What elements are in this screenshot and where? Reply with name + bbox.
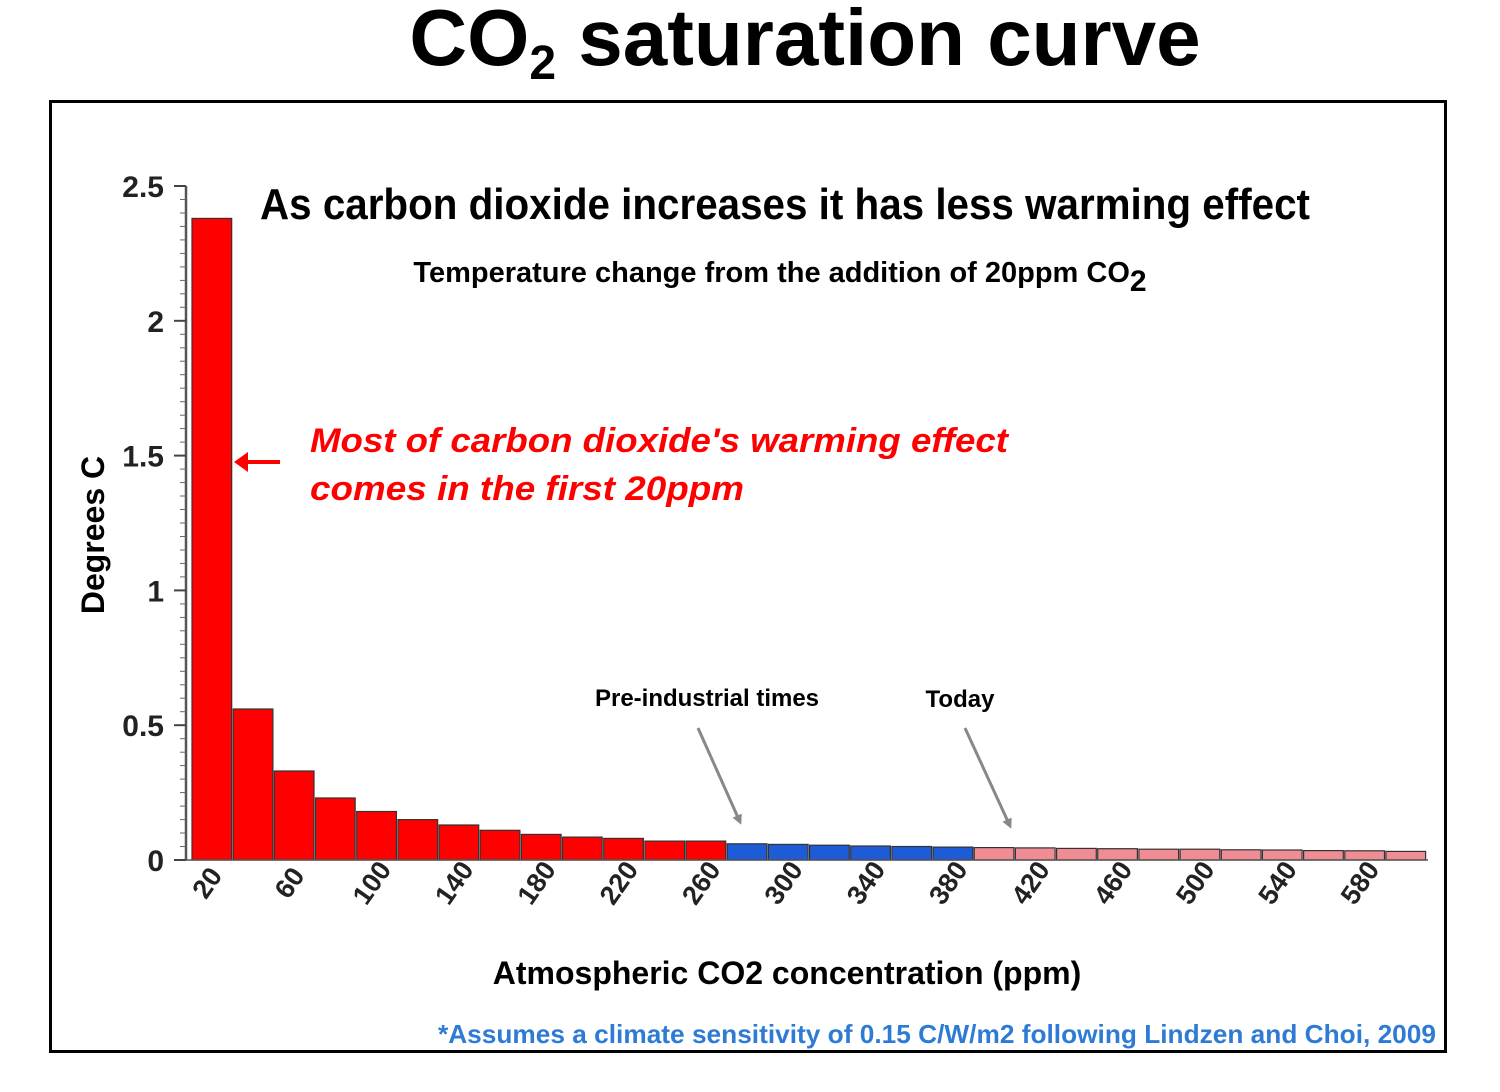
chart-title: As carbon dioxide increases it has less … xyxy=(260,180,1310,229)
chart-subtitle: Temperature change from the addition of … xyxy=(413,257,1146,298)
y-axis-label: Degrees C xyxy=(75,456,111,614)
bar xyxy=(808,844,850,861)
bar xyxy=(891,845,933,861)
x-tick-label: 540 xyxy=(1253,856,1303,910)
bar xyxy=(1179,848,1221,861)
chart-subtitle-text: Temperature change from the addition of … xyxy=(413,257,1130,289)
title-subscript: 2 xyxy=(529,37,557,90)
bar xyxy=(932,846,974,861)
preindustrial-arrow-icon xyxy=(696,727,742,825)
y-tick-label: 0.5 xyxy=(122,710,164,743)
bar xyxy=(232,708,274,861)
x-tick-label: 220 xyxy=(594,856,644,910)
x-ticks-group: 20 60 100 140 180 220 260 300 340 380 420 460 500 540… xyxy=(186,856,1385,910)
bar xyxy=(479,829,521,861)
y-ticks-group: 0 0.5 1 1.5 2 2.5 xyxy=(122,171,186,878)
bars-group xyxy=(191,217,1427,861)
page-title: CO2 saturation curve xyxy=(0,0,1500,91)
bar xyxy=(1055,847,1097,861)
bar xyxy=(191,217,233,861)
bar xyxy=(356,810,398,861)
x-tick-label: 100 xyxy=(347,856,397,910)
bar xyxy=(561,836,603,861)
bar xyxy=(603,837,645,861)
bar xyxy=(273,770,315,861)
bar xyxy=(973,846,1015,861)
red-arrow-icon xyxy=(234,452,280,472)
annotation-most-effect-line1: Most of carbon dioxide's warming effect xyxy=(310,422,1010,460)
x-tick-label: 340 xyxy=(841,856,891,910)
bar xyxy=(1220,849,1262,861)
bar xyxy=(314,797,356,861)
x-tick-label: 20 xyxy=(186,862,228,904)
bar xyxy=(438,824,480,861)
bar xyxy=(685,840,727,861)
bar xyxy=(1014,847,1056,861)
bar xyxy=(767,843,809,861)
x-tick-label: 300 xyxy=(758,856,808,910)
annotation-most-effect-line2: comes in the first 20ppm xyxy=(310,470,744,508)
x-tick-label: 420 xyxy=(1005,856,1055,910)
y-tick-label: 1.5 xyxy=(122,441,164,474)
bar xyxy=(1138,848,1180,861)
y-tick-label: 1 xyxy=(147,575,164,608)
title-rest: saturation curve xyxy=(556,0,1201,82)
y-tick-label: 0 xyxy=(147,845,164,878)
annotation-preindustrial: Pre-industrial times xyxy=(595,685,819,712)
y-tick-label: 2 xyxy=(147,306,164,339)
title-main: CO xyxy=(409,0,530,82)
x-tick-label: 500 xyxy=(1170,856,1220,910)
bar xyxy=(397,818,439,861)
x-tick-label: 580 xyxy=(1335,856,1385,910)
bar xyxy=(1097,848,1138,861)
x-axis-label: Atmospheric CO2 concentration (ppm) xyxy=(493,955,1082,991)
chart-subtitle-subscript: 2 xyxy=(1130,265,1147,298)
bar xyxy=(1302,849,1344,861)
bar xyxy=(850,845,892,861)
footnote: *Assumes a climate sensitivity of 0.15 C… xyxy=(438,1019,1436,1049)
x-tick-label: 460 xyxy=(1088,856,1138,910)
bar xyxy=(644,840,686,861)
bar xyxy=(520,833,562,861)
chart-frame xyxy=(49,100,1447,1053)
x-tick-label: 380 xyxy=(923,856,973,910)
x-tick-label: 180 xyxy=(511,856,561,910)
annotation-today: Today xyxy=(926,686,996,713)
today-arrow-icon xyxy=(963,727,1012,829)
x-tick-label: 260 xyxy=(676,856,726,910)
bar xyxy=(1385,850,1427,861)
y-tick-label: 2.5 xyxy=(122,171,164,204)
x-tick-label: 140 xyxy=(429,856,479,910)
bar xyxy=(726,843,768,861)
x-tick-label: 60 xyxy=(269,862,311,904)
